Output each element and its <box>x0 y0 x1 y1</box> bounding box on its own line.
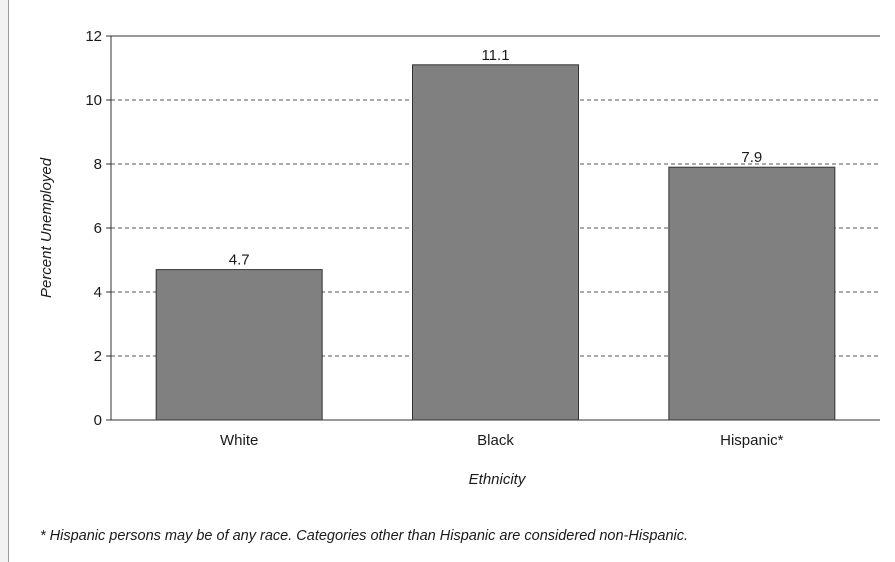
bar-black <box>412 64 579 421</box>
x-tick-label: White <box>220 432 258 449</box>
x-axis-label: Ethnicity <box>469 471 527 488</box>
x-tick-label: Hispanic* <box>720 432 784 449</box>
bar-white <box>155 269 323 421</box>
bar-value-label: 11.1 <box>481 47 509 64</box>
y-tick-label: 2 <box>94 348 102 365</box>
bar-value-label: 7.9 <box>741 149 762 166</box>
y-tick-label: 0 <box>94 412 102 429</box>
y-tick-label: 12 <box>85 28 102 45</box>
labels: 0 2 4 6 8 10 12 4.7 White 11.1 Black 7.9 Hispanic* <box>85 28 783 449</box>
x-tick-label: Black <box>477 432 514 449</box>
y-tick-label: 6 <box>94 220 102 237</box>
y-tick-label: 10 <box>85 92 102 109</box>
y-tick-label: 4 <box>94 284 102 301</box>
axes <box>106 35 880 421</box>
bar-hispanic <box>668 166 836 421</box>
bar-value-label: 4.7 <box>229 252 250 269</box>
y-tick-label: 8 <box>94 156 102 173</box>
footnote: * Hispanic persons may be of any race. C… <box>40 528 689 544</box>
bars <box>155 64 836 421</box>
y-axis-label: Percent Unemployed <box>38 157 55 298</box>
